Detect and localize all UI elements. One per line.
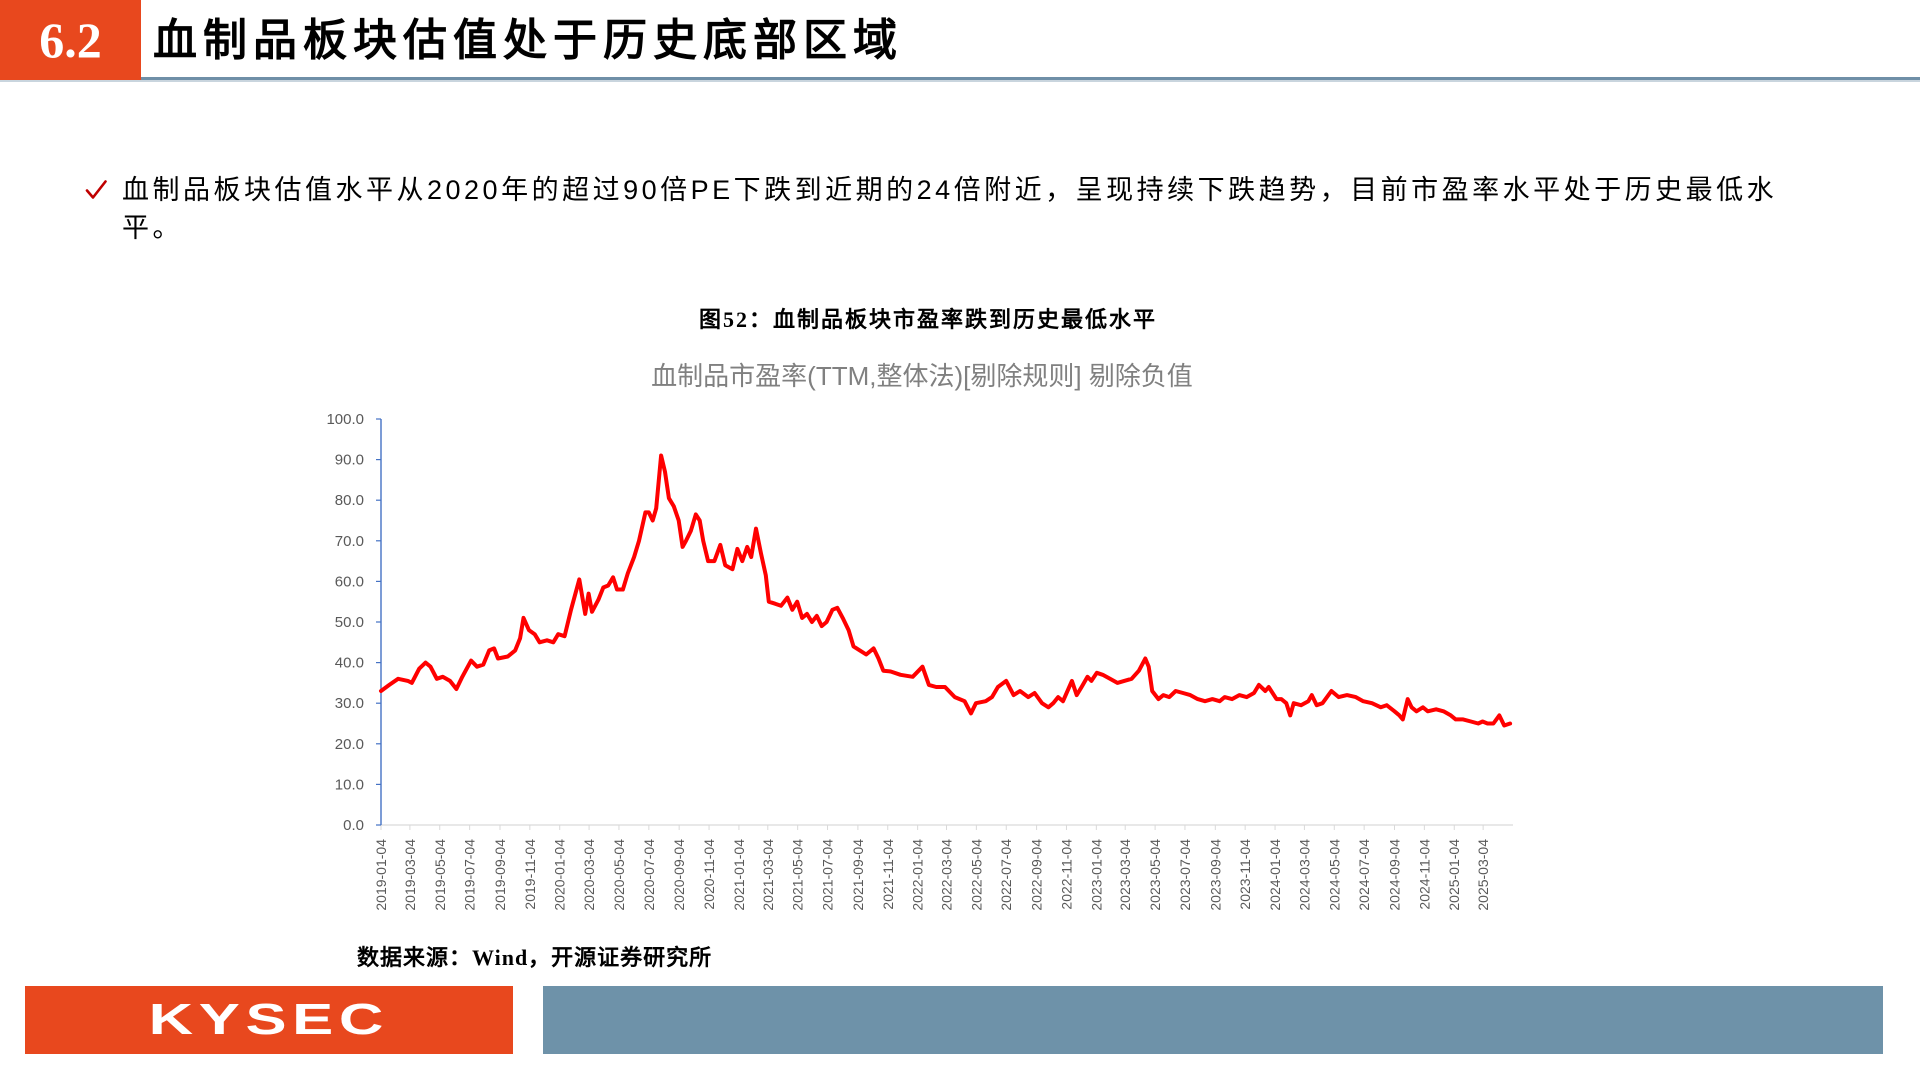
x-tick-label: 2023-07-04 [1177, 839, 1193, 911]
y-tick-label: 60.0 [335, 573, 364, 590]
y-tick-label: 10.0 [335, 776, 364, 793]
x-tick-label: 2019-07-04 [462, 839, 478, 911]
x-tick-label: 2024-01-04 [1267, 839, 1283, 911]
section-number-badge: 6.2 [0, 0, 141, 80]
x-tick-label: 2023-09-04 [1207, 839, 1223, 911]
x-tick-label: 2025-01-04 [1446, 839, 1462, 911]
figure-caption: 图52：血制品板块市盈率跌到历史最低水平 [698, 307, 1157, 332]
y-tick-label: 100.0 [326, 411, 364, 428]
header-rule [0, 77, 1920, 80]
x-tick-label: 2023-01-04 [1088, 839, 1104, 911]
figure-source: 数据来源：Wind，开源证券研究所 [357, 945, 713, 970]
x-tick-label: 2022-11-04 [1058, 839, 1074, 910]
x-tick-label: 2020-01-04 [552, 839, 568, 911]
y-tick-label: 20.0 [335, 736, 364, 753]
x-tick-label: 2023-11-04 [1237, 839, 1253, 910]
x-tick-label: 2023-03-04 [1117, 839, 1133, 911]
x-tick-label: 2021-03-04 [760, 839, 776, 911]
section-number: 6.2 [39, 12, 102, 68]
x-tick-label: 2025-03-04 [1475, 839, 1491, 911]
x-tick-label: 2021-07-04 [820, 839, 836, 911]
x-tick-label: 2024-05-04 [1326, 839, 1342, 911]
y-tick-label: 30.0 [335, 695, 364, 712]
x-tick-label: 2022-05-04 [968, 839, 984, 911]
x-tick-label: 2023-05-04 [1147, 839, 1163, 911]
x-tick-label: 2021-01-04 [731, 839, 747, 911]
x-tick-label: 2019-03-04 [402, 839, 418, 911]
x-tick-label: 2020-03-04 [581, 839, 597, 911]
bullet-text: 血制品板块估值水平从2020年的超过90倍PE下跌到近期的24倍附近，呈现持续下… [122, 175, 1778, 243]
x-tick-label: 2022-07-04 [998, 839, 1014, 911]
y-tick-label: 80.0 [335, 492, 364, 509]
x-tick-label: 2020-07-04 [641, 839, 657, 911]
x-tick-label: 2020-09-04 [671, 839, 687, 911]
x-tick-label: 2021-11-04 [880, 839, 896, 910]
y-tick-label: 0.0 [343, 817, 364, 834]
x-tick-label: 2024-07-04 [1356, 839, 1372, 911]
x-tick-label: 2022-09-04 [1029, 839, 1045, 911]
x-tick-label: 2020-11-04 [701, 839, 717, 910]
pe-line-chart: 2019-01-04 2019-03-04 2019-05-04 2019-07-04… [326, 411, 1513, 911]
y-tick-label: 50.0 [335, 614, 364, 631]
kysec-logo: KYSEC [148, 995, 390, 1044]
x-tick-label: 2019-09-04 [492, 839, 508, 911]
x-tick-label: 2024-09-04 [1387, 839, 1403, 911]
x-tick-label: 2021-09-04 [850, 839, 866, 911]
x-tick-label: 2019-11-04 [522, 839, 538, 910]
y-tick-label: 90.0 [335, 452, 364, 469]
x-tick-label: 2022-01-04 [910, 839, 926, 911]
x-tick-label: 2021-05-04 [790, 839, 806, 911]
page-title: 血制品板块估值处于历史底部区域 [153, 16, 903, 65]
y-tick-label: 40.0 [335, 655, 364, 672]
check-icon [85, 180, 107, 199]
x-tick-label: 2019-05-04 [432, 839, 448, 911]
x-tick-label: 2024-03-04 [1296, 839, 1312, 911]
pe-series-line [379, 453, 1513, 728]
y-tick-label: 70.0 [335, 533, 364, 550]
footer-bar [543, 986, 1883, 1054]
x-tick-label: 2020-05-04 [611, 839, 627, 911]
chart-title: 血制品市盈率(TTM,整体法)[剔除规则] 剔除负值 [651, 361, 1193, 391]
footer-logo-box: KYSEC [25, 986, 513, 1054]
x-tick-label: 2024-11-04 [1416, 839, 1432, 910]
x-tick-label: 2022-03-04 [939, 839, 955, 911]
header-rule-shadow [0, 80, 1920, 82]
x-tick-label: 2019-01-04 [373, 839, 389, 911]
